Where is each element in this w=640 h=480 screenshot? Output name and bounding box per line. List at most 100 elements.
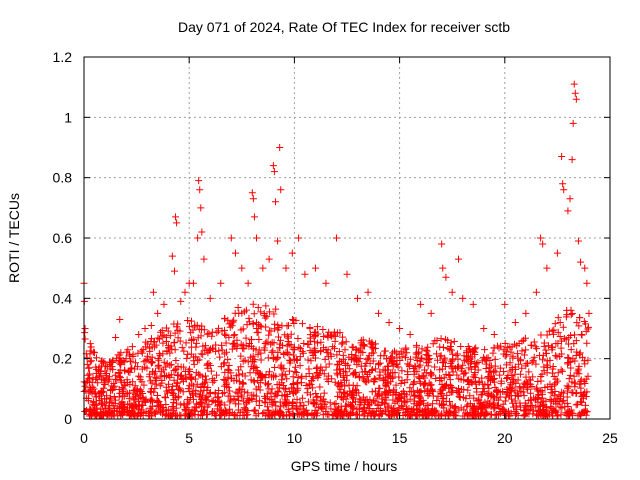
- data-point: [497, 377, 505, 385]
- data-point: [87, 410, 95, 418]
- data-point: [495, 411, 503, 419]
- data-point: [558, 153, 566, 161]
- data-point: [172, 365, 180, 373]
- data-point: [227, 234, 235, 242]
- data-point: [514, 411, 522, 419]
- data-point: [277, 361, 285, 369]
- data-point: [118, 410, 126, 418]
- data-point: [129, 378, 137, 386]
- data-point: [431, 363, 439, 371]
- data-point: [207, 345, 215, 353]
- data-point: [578, 331, 586, 339]
- data-point: [264, 338, 272, 346]
- data-point: [311, 344, 319, 352]
- data-point: [549, 365, 557, 373]
- y-tick-label: 0.2: [53, 351, 73, 367]
- data-point: [89, 383, 97, 391]
- data-point: [162, 394, 170, 402]
- data-point: [222, 332, 230, 340]
- data-point: [281, 370, 289, 378]
- data-point: [135, 398, 143, 406]
- data-point: [270, 168, 278, 176]
- data-point: [128, 343, 136, 351]
- data-point: [551, 388, 559, 396]
- data-point: [412, 353, 420, 361]
- data-point: [222, 339, 230, 347]
- data-point: [163, 359, 171, 367]
- data-point: [210, 377, 218, 385]
- data-point: [209, 378, 217, 386]
- data-point: [501, 300, 509, 308]
- data-point: [154, 309, 162, 317]
- data-point: [237, 363, 245, 371]
- data-point: [338, 394, 346, 402]
- data-point: [525, 368, 533, 376]
- data-point: [113, 376, 121, 384]
- data-point: [217, 279, 225, 287]
- data-point: [343, 372, 351, 380]
- data-point: [234, 304, 242, 312]
- data-point: [144, 355, 152, 363]
- data-point: [253, 234, 261, 242]
- data-point: [191, 407, 199, 415]
- data-point: [364, 288, 372, 296]
- data-point: [128, 401, 136, 409]
- data-point: [154, 334, 162, 342]
- data-point: [459, 294, 467, 302]
- data-point: [398, 367, 406, 375]
- data-point: [317, 363, 325, 371]
- data-point: [342, 338, 350, 346]
- data-point: [473, 388, 481, 396]
- data-point: [122, 355, 130, 363]
- data-point: [261, 399, 269, 407]
- data-point: [98, 401, 106, 409]
- data-point: [269, 162, 277, 170]
- data-point: [235, 371, 243, 379]
- data-point: [566, 371, 574, 379]
- data-point: [523, 384, 531, 392]
- data-point: [197, 204, 205, 212]
- data-point: [361, 342, 369, 350]
- data-point: [557, 344, 565, 352]
- data-point: [436, 377, 444, 385]
- data-point: [232, 388, 240, 396]
- data-point: [250, 377, 258, 385]
- data-point: [245, 343, 253, 351]
- data-point: [204, 384, 212, 392]
- data-point: [581, 360, 589, 368]
- data-point: [506, 343, 514, 351]
- data-point: [244, 389, 252, 397]
- data-point: [248, 189, 256, 197]
- data-point: [440, 358, 448, 366]
- data-point: [195, 177, 203, 185]
- data-point: [81, 382, 89, 390]
- data-point: [269, 355, 277, 363]
- data-point: [575, 370, 583, 378]
- data-point: [310, 411, 318, 419]
- data-point: [445, 384, 453, 392]
- data-point: [532, 360, 540, 368]
- data-point: [446, 408, 454, 416]
- data-point: [466, 392, 474, 400]
- data-point: [234, 389, 242, 397]
- data-point: [204, 364, 212, 372]
- data-point: [455, 385, 463, 393]
- data-point: [496, 371, 504, 379]
- data-point: [81, 335, 89, 343]
- data-point: [463, 377, 471, 385]
- data-point: [424, 362, 432, 370]
- data-point: [224, 356, 232, 364]
- data-point: [375, 411, 383, 419]
- y-tick-label: 1.2: [53, 49, 73, 65]
- data-point: [236, 385, 244, 393]
- data-point: [504, 374, 512, 382]
- data-point: [508, 364, 516, 372]
- data-point: [191, 321, 199, 329]
- data-point: [311, 411, 319, 419]
- data-point: [558, 404, 566, 412]
- data-point: [438, 381, 446, 389]
- data-point: [314, 339, 322, 347]
- data-point: [577, 384, 585, 392]
- data-point: [407, 355, 415, 363]
- data-point: [582, 393, 590, 401]
